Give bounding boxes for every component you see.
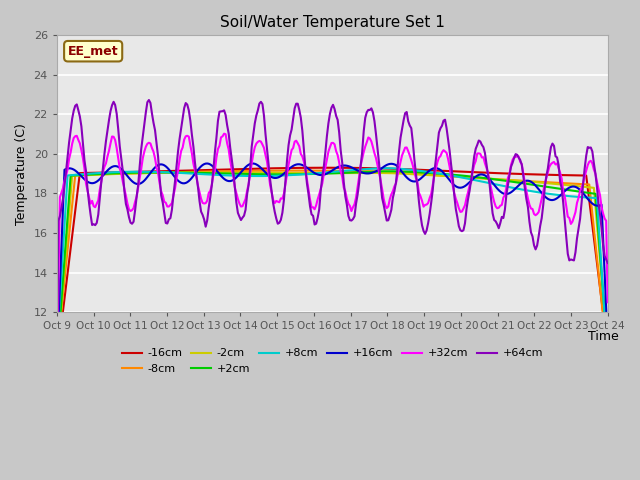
- +8cm: [244, 173, 252, 179]
- +8cm: [53, 347, 61, 353]
- +16cm: [246, 161, 254, 167]
- Line: -2cm: -2cm: [57, 172, 608, 363]
- -8cm: [53, 352, 61, 358]
- +16cm: [575, 186, 582, 192]
- +64cm: [145, 97, 153, 103]
- +8cm: [217, 172, 225, 178]
- +16cm: [53, 358, 61, 364]
- Line: +16cm: +16cm: [57, 164, 608, 361]
- -8cm: [244, 168, 252, 174]
- +8cm: [120, 169, 128, 175]
- +2cm: [294, 171, 301, 177]
- -8cm: [296, 168, 303, 173]
- +32cm: [296, 144, 303, 149]
- +16cm: [204, 161, 211, 167]
- +16cm: [219, 175, 227, 180]
- -16cm: [323, 165, 331, 170]
- +32cm: [53, 373, 61, 379]
- +64cm: [53, 382, 61, 388]
- Legend: -16cm, -8cm, -2cm, +2cm, +8cm, +16cm, +32cm, +64cm: -16cm, -8cm, -2cm, +2cm, +8cm, +16cm, +3…: [117, 344, 547, 378]
- +64cm: [296, 107, 303, 113]
- -16cm: [604, 347, 612, 353]
- +32cm: [120, 186, 128, 192]
- +64cm: [237, 217, 245, 223]
- +2cm: [236, 171, 243, 177]
- -16cm: [575, 172, 582, 178]
- Line: +32cm: +32cm: [57, 133, 608, 376]
- Line: +64cm: +64cm: [57, 100, 608, 385]
- +2cm: [575, 189, 582, 194]
- -8cm: [575, 181, 582, 187]
- +32cm: [246, 171, 254, 177]
- +2cm: [53, 360, 61, 366]
- +64cm: [219, 108, 227, 114]
- -2cm: [53, 360, 61, 366]
- Line: +2cm: +2cm: [57, 171, 608, 363]
- +32cm: [575, 195, 582, 201]
- +2cm: [217, 170, 225, 176]
- +32cm: [237, 204, 245, 209]
- -2cm: [120, 171, 128, 177]
- +64cm: [246, 166, 254, 171]
- Title: Soil/Water Temperature Set 1: Soil/Water Temperature Set 1: [220, 15, 445, 30]
- -8cm: [604, 357, 612, 363]
- +2cm: [120, 170, 128, 176]
- +32cm: [604, 300, 612, 305]
- +64cm: [604, 260, 612, 266]
- +32cm: [220, 131, 228, 136]
- +8cm: [604, 359, 612, 365]
- -8cm: [120, 171, 128, 177]
- +8cm: [236, 173, 243, 179]
- -16cm: [120, 169, 128, 175]
- -16cm: [244, 166, 252, 172]
- +2cm: [386, 168, 394, 174]
- Y-axis label: Temperature (C): Temperature (C): [15, 123, 28, 225]
- X-axis label: Time: Time: [588, 330, 619, 343]
- -8cm: [292, 168, 300, 173]
- +2cm: [604, 349, 612, 355]
- +16cm: [120, 169, 128, 175]
- +32cm: [217, 134, 225, 140]
- -8cm: [236, 168, 243, 174]
- Line: -8cm: -8cm: [57, 170, 608, 360]
- +16cm: [296, 161, 303, 167]
- +8cm: [294, 172, 301, 178]
- -16cm: [236, 166, 243, 172]
- -2cm: [237, 169, 245, 175]
- +64cm: [120, 188, 128, 194]
- +8cm: [575, 194, 582, 200]
- -16cm: [217, 167, 225, 172]
- -2cm: [575, 183, 582, 189]
- -16cm: [294, 165, 301, 171]
- -2cm: [296, 170, 303, 176]
- Line: +8cm: +8cm: [57, 168, 608, 362]
- +16cm: [604, 339, 612, 345]
- -16cm: [53, 359, 61, 364]
- +8cm: [381, 165, 389, 171]
- -8cm: [217, 168, 225, 174]
- -2cm: [204, 169, 211, 175]
- +64cm: [575, 226, 582, 232]
- +2cm: [244, 171, 252, 177]
- -2cm: [219, 169, 227, 175]
- +16cm: [237, 169, 245, 175]
- Line: -16cm: -16cm: [57, 168, 608, 361]
- -2cm: [246, 170, 254, 176]
- Text: EE_met: EE_met: [68, 45, 118, 58]
- -2cm: [604, 348, 612, 354]
